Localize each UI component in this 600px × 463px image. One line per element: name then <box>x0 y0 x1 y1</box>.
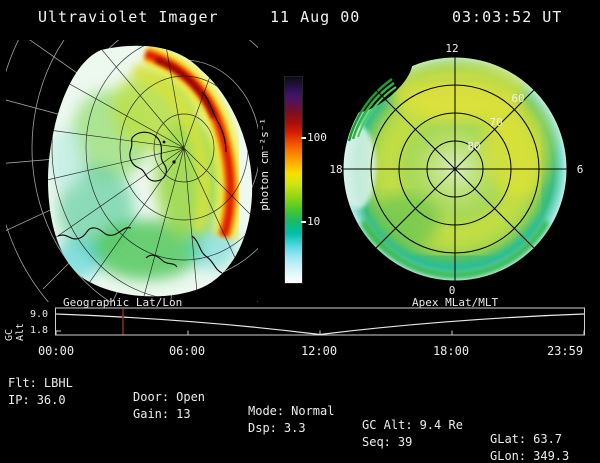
gc-alt-tick-9: 9.0 <box>29 309 48 320</box>
status-mode: Mode: Normal <box>248 404 334 418</box>
status-glon-label: GLon: <box>490 449 527 463</box>
status-ip-value: 36.0 <box>36 393 66 407</box>
altitude-strip-chart <box>55 307 585 336</box>
colorbar-tick-100: 100 <box>307 131 327 144</box>
status-glat: GLat: 63.7 <box>490 432 562 446</box>
status-mode-value: Normal <box>291 404 335 418</box>
auroral-arc <box>131 45 244 240</box>
coastline <box>57 91 227 274</box>
diffuse-aurora <box>48 70 236 280</box>
time-label-0000: 00:00 <box>37 344 75 358</box>
date-label: 11 Aug 00 <box>270 8 361 26</box>
status-seq-label: Seq: <box>362 435 391 449</box>
polar-projection-panel: 12 18 6 0 60 70 80 <box>329 42 583 297</box>
axis-ticks <box>55 313 585 335</box>
colorbar-units-label: photon cm⁻²s⁻¹ <box>258 118 271 211</box>
colorbar-tickmark-10 <box>301 221 306 223</box>
gc-alt-axis-label: GC Alt <box>4 322 26 341</box>
mlat-label-80: 80 <box>467 140 480 153</box>
colorbar-tick-10: 10 <box>307 215 321 228</box>
mlt-label-18: 18 <box>329 163 342 176</box>
status-glat-value: 63.7 <box>533 432 563 446</box>
status-gain-value: 13 <box>176 407 191 421</box>
polar-labels: 12 18 6 0 60 70 80 <box>329 42 583 297</box>
status-ip: IP: 36.0 <box>8 393 66 407</box>
instrument-title: Ultraviolet Imager <box>38 8 219 26</box>
time-label-1800: 18:00 <box>432 344 470 358</box>
status-gcalt: GC Alt: 9.4 Re <box>362 418 463 432</box>
right-panel-caption: Apex MLat/MLT <box>412 296 499 309</box>
status-gcalt-label: GC Alt: <box>362 418 413 432</box>
status-dsp: Dsp: 3.3 <box>248 421 306 435</box>
status-seq: Seq: 39 <box>362 435 412 449</box>
mlat-label-60: 60 <box>511 92 524 105</box>
time-label-2359: 23:59 <box>546 344 584 358</box>
status-mode-label: Mode: <box>248 404 285 418</box>
time-label: 03:03:52 UT <box>452 8 563 26</box>
status-flt-label: Flt: <box>8 376 37 390</box>
geographic-map-panel <box>6 40 258 302</box>
status-flt-value: LBHL <box>43 376 73 390</box>
title-bar: Ultraviolet Imager 11 Aug 00 03:03:52 UT <box>0 8 600 28</box>
status-glon: GLon: 349.3 <box>490 449 569 463</box>
left-panel-caption: Geographic Lat/Lon <box>63 296 183 309</box>
status-ip-label: IP: <box>8 393 30 407</box>
mlt-label-12: 12 <box>445 42 458 55</box>
status-row-2: IP: 36.0 Gain: 13 Dsp: 3.3 Seq: 39 GLon: 349.… <box>0 379 600 463</box>
status-dsp-label: Dsp: <box>248 421 277 435</box>
status-seq-value: 39 <box>397 435 413 449</box>
time-label-1200: 12:00 <box>300 344 338 358</box>
status-dsp-value: 3.3 <box>283 421 306 435</box>
mlt-label-0: 0 <box>449 284 456 297</box>
colorbar-tickmark-100 <box>301 137 306 139</box>
status-flt: Flt: LBHL <box>8 376 73 390</box>
time-axis: 00:00 06:00 12:00 18:00 23:59 <box>0 344 600 358</box>
status-gain: Gain: 13 <box>133 407 191 421</box>
colorbar-gradient <box>284 76 303 284</box>
status-glat-label: GLat: <box>490 432 527 446</box>
status-glon-value: 349.3 <box>533 449 570 463</box>
status-row-1: Flt: LBHL Door: Open Mode: Normal GC Alt: 9.… <box>0 362 600 446</box>
mlt-label-6: 6 <box>577 163 584 176</box>
mlat-label-70: 70 <box>489 116 502 129</box>
time-label-0600: 06:00 <box>168 344 206 358</box>
status-gain-label: Gain: <box>133 407 170 421</box>
gc-alt-tick-1-8: 1.8 <box>29 325 48 336</box>
status-gcalt-value: 9.4 Re <box>419 418 463 432</box>
polar-grid <box>342 56 568 282</box>
